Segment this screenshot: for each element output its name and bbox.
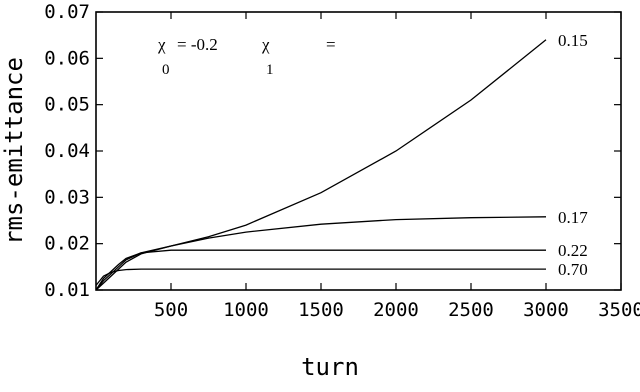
series-line-0.70 bbox=[95, 268, 546, 286]
y-tick-label: 0.02 bbox=[44, 233, 90, 255]
series-label-0.15: 0.15 bbox=[558, 31, 588, 50]
plot-frame bbox=[95, 11, 622, 291]
x-tick-label: 3500 bbox=[598, 299, 640, 321]
chi1-symbol: χ bbox=[261, 35, 270, 54]
y-tick-label: 0.01 bbox=[44, 279, 90, 301]
series-label-0.17: 0.17 bbox=[558, 208, 588, 227]
y-tick-label: 0.06 bbox=[44, 47, 90, 69]
series-label-0.22: 0.22 bbox=[558, 241, 588, 260]
chi0-value: = -0.2 bbox=[177, 35, 218, 54]
y-axis-title: rms-emittance bbox=[0, 57, 28, 245]
chi0-subscript: 0 bbox=[162, 62, 170, 78]
x-tick-label: 1500 bbox=[298, 299, 344, 321]
parameter-annotation: χ 0 = -0.2 χ 1 = bbox=[157, 35, 336, 78]
chi1-subscript: 1 bbox=[266, 62, 274, 78]
x-tick-label: 500 bbox=[154, 299, 188, 321]
y-tick-label: 0.03 bbox=[44, 186, 90, 208]
y-tick-label: 0.04 bbox=[44, 140, 90, 162]
series-label-0.70: 0.70 bbox=[558, 260, 588, 279]
x-tick-label: 2000 bbox=[373, 299, 419, 321]
x-tick-label: 2500 bbox=[448, 299, 494, 321]
chi0-symbol: χ bbox=[157, 35, 166, 54]
x-tick-label: 1000 bbox=[223, 299, 269, 321]
series-line-0.17 bbox=[95, 216, 547, 291]
x-axis-title: turn bbox=[301, 353, 359, 381]
y-tick-label: 0.05 bbox=[44, 94, 90, 116]
x-tick-label: 3000 bbox=[523, 299, 569, 321]
y-tick-label: 0.07 bbox=[44, 1, 90, 23]
chi1-equals: = bbox=[326, 35, 336, 54]
